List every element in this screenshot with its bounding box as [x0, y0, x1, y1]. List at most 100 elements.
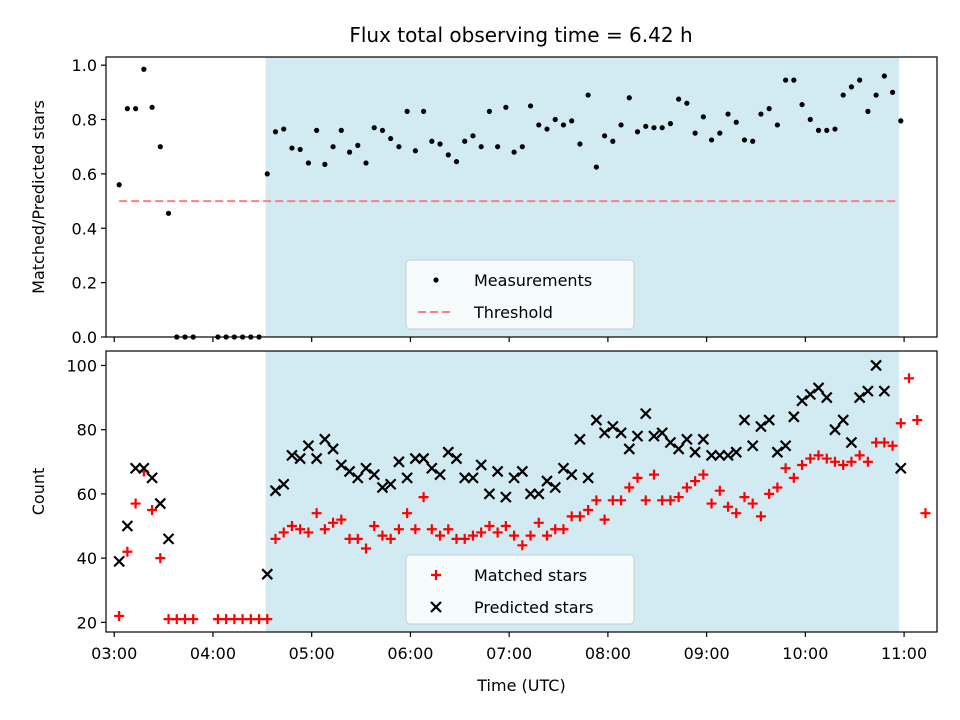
data-point [780, 463, 791, 474]
data-point [130, 498, 141, 509]
data-point [804, 388, 817, 401]
data-point [525, 530, 536, 541]
chart-title: Flux total observing time = 6.42 h [349, 23, 692, 47]
data-point [574, 433, 586, 446]
data-point [401, 472, 413, 484]
data-point [690, 476, 701, 487]
data-point [478, 144, 484, 150]
data-point [689, 446, 701, 458]
data-point [495, 144, 501, 150]
data-point [155, 553, 166, 564]
data-point [904, 373, 915, 384]
data-point [618, 122, 624, 128]
data-point [788, 411, 800, 423]
data-point [848, 84, 855, 90]
data-point [277, 478, 290, 491]
legend-label: Predicted stars [474, 598, 594, 617]
data-point [302, 439, 315, 452]
data-point [640, 495, 651, 506]
data-point [591, 495, 602, 506]
data-point [475, 459, 487, 471]
axes-frame [105, 56, 938, 338]
data-point [346, 149, 353, 155]
x-tick-label: 10:00 [782, 644, 828, 663]
data-point [286, 449, 298, 462]
data-point [676, 96, 682, 102]
data-point [536, 122, 542, 128]
data-point [593, 164, 599, 170]
data-point [467, 472, 479, 484]
data-point [895, 462, 907, 474]
data-point [569, 118, 575, 124]
data-point [418, 492, 429, 503]
data-point [500, 491, 512, 503]
data-point [838, 460, 849, 471]
legend-marker [430, 601, 442, 613]
data-point [305, 160, 312, 166]
data-point [527, 103, 534, 109]
legend: Matched stars Predicted stars [405, 554, 635, 625]
x-tick-label: 09:00 [684, 644, 730, 663]
data-point [165, 210, 172, 216]
data-point [879, 437, 890, 448]
data-point [269, 484, 282, 497]
data-point [417, 452, 430, 465]
y-tick-label: 40 [77, 549, 97, 568]
data-point [426, 462, 438, 474]
data-point [672, 443, 685, 455]
data-point [681, 482, 692, 493]
legend-marker [431, 570, 441, 580]
data-point [470, 133, 476, 139]
data-point [815, 127, 822, 133]
data-point [371, 125, 377, 131]
data-point [552, 116, 558, 123]
data-point [286, 521, 297, 532]
data-point [294, 452, 306, 465]
data-point [281, 126, 287, 132]
data-point [278, 527, 289, 538]
data-point [920, 508, 931, 519]
data-point [541, 475, 553, 487]
x-tick-label: 05:00 [289, 644, 335, 663]
data-point [684, 100, 690, 106]
data-point [730, 446, 743, 458]
data-point [376, 481, 389, 494]
data-point [467, 530, 478, 541]
data-point [443, 524, 454, 535]
data-point [722, 449, 734, 462]
data-point [450, 452, 463, 465]
x-tick-label: 03:00 [91, 644, 137, 663]
data-point [542, 530, 553, 541]
data-point [533, 517, 544, 528]
data-point [113, 555, 125, 568]
data-point [797, 460, 808, 471]
data-point [453, 159, 460, 165]
legend: Measurements Threshold [405, 259, 635, 330]
data-point [491, 465, 504, 478]
data-point [766, 106, 772, 112]
data-point [503, 104, 509, 110]
data-point [747, 498, 758, 509]
panel-count: 20 40 60 80 100 03:00 04:00 05:00 06:00 07:00 08:0… [29, 350, 938, 695]
data-point [295, 524, 306, 535]
data-point [368, 468, 381, 481]
data-point [508, 472, 520, 484]
data-point [829, 423, 841, 436]
data-point [129, 462, 142, 474]
data-point [796, 394, 808, 407]
data-point [585, 92, 591, 98]
data-point [147, 504, 158, 515]
data-point [673, 492, 684, 503]
data-point [648, 430, 660, 442]
data-point [708, 137, 715, 143]
data-point [516, 465, 529, 478]
data-point [435, 530, 446, 541]
data-point [560, 122, 567, 128]
x-axis-label: Time (UTC) [476, 676, 565, 695]
data-point [149, 104, 155, 110]
data-point [857, 77, 863, 83]
data-point [262, 614, 273, 625]
data-point [772, 482, 783, 493]
data-point [599, 514, 610, 525]
legend-box [405, 554, 635, 625]
